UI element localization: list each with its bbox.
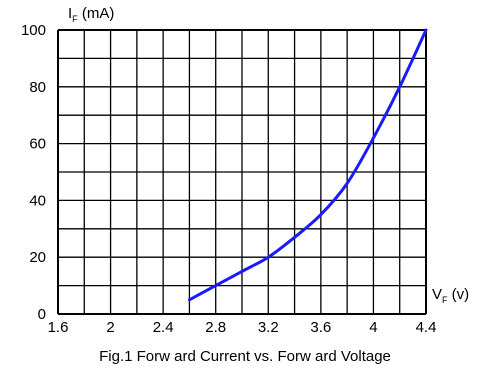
x-tick-label: 3.6 bbox=[310, 319, 331, 336]
grid bbox=[57, 29, 427, 315]
y-tick-label: 40 bbox=[29, 192, 46, 209]
y-tick-label: 0 bbox=[38, 306, 46, 323]
x-tick-label: 1.6 bbox=[48, 319, 69, 336]
x-axis-label: VF (v) bbox=[432, 286, 469, 305]
y-tick-labels: 0 20 40 60 80 100 bbox=[21, 22, 46, 323]
series-line bbox=[187, 28, 428, 302]
x-axis-label-unit: (v) bbox=[448, 286, 470, 303]
y-tick-label: 60 bbox=[29, 136, 46, 153]
y-tick-label: 80 bbox=[29, 79, 46, 96]
y-tick-label: 100 bbox=[21, 22, 46, 39]
x-tick-label: 2 bbox=[106, 319, 114, 336]
x-tick-labels: 1.6 2 2.4 2.8 3.2 3.6 4 4.4 bbox=[48, 319, 437, 336]
y-axis-label: IF (mA) bbox=[68, 5, 114, 24]
y-axis-label-unit: (mA) bbox=[78, 5, 115, 22]
x-tick-label: 2.4 bbox=[153, 319, 174, 336]
x-tick-label: 4.4 bbox=[416, 319, 437, 336]
y-axis-label-sub: F bbox=[72, 14, 78, 24]
x-tick-label: 2.8 bbox=[205, 319, 226, 336]
x-tick-label: 4 bbox=[369, 319, 377, 336]
y-tick-label: 20 bbox=[29, 249, 46, 266]
x-axis-label-main: V bbox=[432, 286, 442, 303]
y-axis-label-main: I bbox=[68, 5, 72, 22]
x-tick-label: 3.2 bbox=[258, 319, 279, 336]
figure-caption: Fig.1 Forw ard Current vs. Forw ard Volt… bbox=[99, 348, 391, 365]
x-axis-label-sub: F bbox=[442, 295, 448, 305]
